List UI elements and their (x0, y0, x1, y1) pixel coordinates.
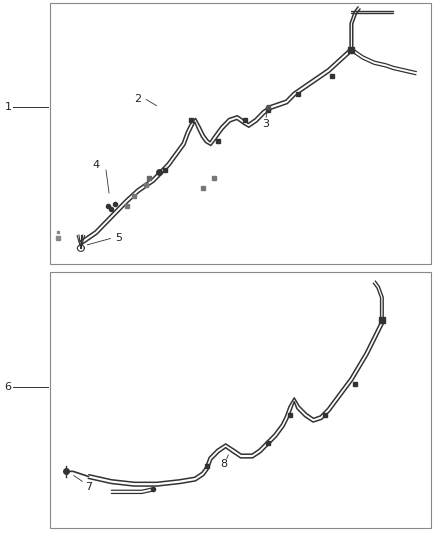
FancyBboxPatch shape (50, 3, 431, 264)
Text: 8: 8 (220, 459, 227, 469)
Text: 5: 5 (115, 233, 122, 243)
Text: 4: 4 (92, 159, 99, 169)
Text: 7: 7 (85, 482, 92, 492)
Text: 3: 3 (262, 119, 269, 129)
Text: 1: 1 (4, 102, 11, 112)
Text: 6: 6 (4, 382, 11, 392)
FancyBboxPatch shape (50, 272, 431, 528)
Text: 2: 2 (134, 94, 141, 104)
